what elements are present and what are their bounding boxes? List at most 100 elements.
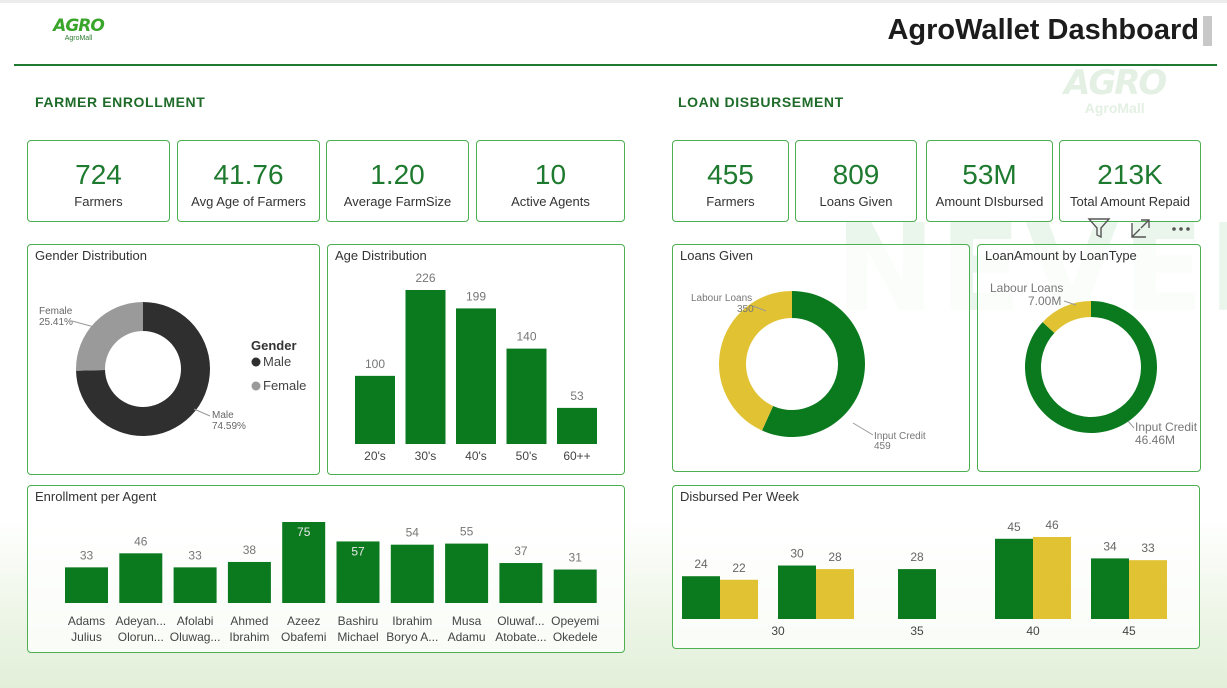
bar-age-3 <box>506 348 547 444</box>
kpi-card-avg-age[interactable]: 41.76 Avg Age of Farmers <box>177 140 320 222</box>
tick-label-agent-0-line1: Adams <box>68 614 105 628</box>
loan-amount-panel[interactable]: LoanAmount by LoanType Labour Loans 7.00M… <box>977 244 1201 472</box>
kpi-value: 724 <box>75 159 122 190</box>
data-label-age-2: 199 <box>466 289 486 303</box>
bar-agent-1 <box>119 553 163 603</box>
bar-age-1 <box>405 290 446 444</box>
data-label-labour-value: 7.00M <box>1028 294 1061 308</box>
data-label-age-0: 100 <box>365 357 385 371</box>
kpi-value: 455 <box>707 159 754 190</box>
bar-agent-8 <box>499 563 543 603</box>
more-options-icon[interactable] <box>1169 216 1193 240</box>
kpi-label: Avg Age of Farmers <box>191 194 306 209</box>
bar-week-3-series-1 <box>1033 537 1071 619</box>
bar-week-3-series-0 <box>995 538 1033 619</box>
tick-label-agent-0-line2: Julius <box>71 630 102 644</box>
data-label-week-0-series-0: 24 <box>694 557 708 571</box>
tick-label-agent-1-line2: Olorun... <box>118 630 164 644</box>
data-label-agent-9: 31 <box>569 551 583 565</box>
legend-marker-female <box>251 381 261 391</box>
bar-agent-6 <box>390 544 434 603</box>
tick-label-week-3: 40 <box>1026 624 1040 638</box>
agent-bar-chart: 33 Adams Julius 46 Adeyan... Olorun... 33 Afola… <box>65 522 599 644</box>
data-label-age-1: 226 <box>415 271 435 285</box>
kpi-label: Farmers <box>74 194 123 209</box>
kpi-value: 213K <box>1097 159 1163 190</box>
gender-distribution-panel[interactable]: Gender Distribution Female 25.41% Male 74.5… <box>27 244 320 475</box>
legend-title: Gender <box>251 338 297 353</box>
top-border <box>0 0 1227 3</box>
kpi-card-loans-given[interactable]: 809 Loans Given <box>795 140 917 222</box>
tick-label-agent-6-line1: Ibrahim <box>392 614 432 628</box>
data-label-agent-2: 33 <box>188 548 202 562</box>
disbursed-per-week-panel[interactable]: Disbursed Per Week 24 22 30 28 30 28 35 45 46 40 3… <box>672 485 1200 649</box>
legend-label-male: Male <box>263 354 291 369</box>
logo-subtext: AgroMall <box>64 35 93 42</box>
kpi-label: Loans Given <box>819 194 893 209</box>
loans-given-panel[interactable]: Loans Given Labour Loans 350 Input Credit 4… <box>672 244 970 472</box>
kpi-card-amount-repaid[interactable]: 213K Total Amount Repaid <box>1059 140 1201 222</box>
kpi-label: Average FarmSize <box>343 194 452 209</box>
kpi-card-amount-disbursed[interactable]: 53M Amount DIsbursed <box>926 140 1053 222</box>
data-label-week-0-series-1: 22 <box>732 561 746 575</box>
bar-week-4-series-0 <box>1091 558 1129 619</box>
tick-label-age-3: 50's <box>516 449 538 463</box>
filter-icon[interactable] <box>1087 216 1111 240</box>
bar-week-0-series-0 <box>682 576 720 619</box>
donut-slice-male <box>76 302 210 436</box>
background-watermark-logo: AGRO AgroMall <box>1064 63 1167 116</box>
tick-label-agent-1-line1: Adeyan... <box>115 614 166 628</box>
farmer-enrollment-title: FARMER ENROLLMENT <box>35 94 206 110</box>
legend-marker-male <box>251 357 261 367</box>
data-label-agent-0: 33 <box>80 548 94 562</box>
leader-line-labour <box>752 305 767 312</box>
data-label-labour-value: 350 <box>737 304 754 315</box>
enrollment-per-agent-panel[interactable]: Enrollment per Agent 33 Adams Julius 46 Adey… <box>27 485 625 653</box>
kpi-value: 53M <box>962 159 1017 190</box>
leader-line-labour <box>1063 300 1077 306</box>
bar-week-4-series-1 <box>1129 560 1167 619</box>
watermark-logo-text: AGRO <box>1064 63 1167 103</box>
data-label-female-value: 25.41% <box>39 317 73 328</box>
kpi-value: 41.76 <box>213 159 284 190</box>
tick-label-age-0: 20's <box>364 449 386 463</box>
data-label-age-3: 140 <box>516 330 536 344</box>
tick-label-agent-7-line2: Adamu <box>448 630 486 644</box>
kpi-value: 1.20 <box>370 159 425 190</box>
leader-line-input <box>1127 420 1135 429</box>
kpi-label: Farmers <box>706 194 755 209</box>
tick-label-week-4: 45 <box>1122 624 1136 638</box>
data-label-agent-5: 57 <box>351 544 365 558</box>
data-label-agent-6: 54 <box>406 526 420 540</box>
tick-label-age-4: 60++ <box>563 449 590 463</box>
data-label-week-4-series-1: 33 <box>1141 541 1155 555</box>
tick-label-agent-3-line1: Ahmed <box>230 614 268 628</box>
panel-title: Disbursed Per Week <box>680 489 799 504</box>
kpi-card-active-agents[interactable]: 10 Active Agents <box>476 140 625 222</box>
bar-agent-0 <box>65 567 108 603</box>
loan-disbursement-title: LOAN DISBURSEMENT <box>678 94 844 110</box>
age-bar-chart: 100 20's 226 30's 199 40's 140 50's 53 60++ <box>355 271 597 463</box>
kpi-card-farmers[interactable]: 724 Farmers <box>27 140 170 222</box>
data-label-input-value: 46.46M <box>1135 433 1175 447</box>
age-distribution-panel[interactable]: Age Distribution 100 20's 226 30's 199 40's 14… <box>327 244 625 475</box>
panel-title: LoanAmount by LoanType <box>985 248 1137 263</box>
tick-label-agent-3-line2: Ibrahim <box>229 630 269 644</box>
watermark-logo-sub: AgroMall <box>1084 100 1145 116</box>
data-label-week-1-series-0: 30 <box>790 547 804 561</box>
kpi-card-loan-farmers[interactable]: 455 Farmers <box>672 140 789 222</box>
leader-line-female <box>71 320 99 329</box>
tick-label-agent-4-line2: Obafemi <box>281 630 326 644</box>
data-label-agent-8: 37 <box>514 544 528 558</box>
legend-label-female: Female <box>263 378 306 393</box>
expand-icon[interactable] <box>1128 216 1152 240</box>
bar-week-2-series-0 <box>898 569 936 619</box>
kpi-label: Amount DIsbursed <box>935 194 1044 209</box>
donut-slice-labour-loans <box>1042 301 1091 333</box>
data-label-week-2-series-0: 28 <box>910 550 924 564</box>
bar-agent-7 <box>445 543 489 603</box>
tick-label-agent-9-line1: Opeyemi <box>551 614 599 628</box>
data-label-week-1-series-1: 28 <box>828 550 842 564</box>
kpi-card-farm-size[interactable]: 1.20 Average FarmSize <box>326 140 469 222</box>
